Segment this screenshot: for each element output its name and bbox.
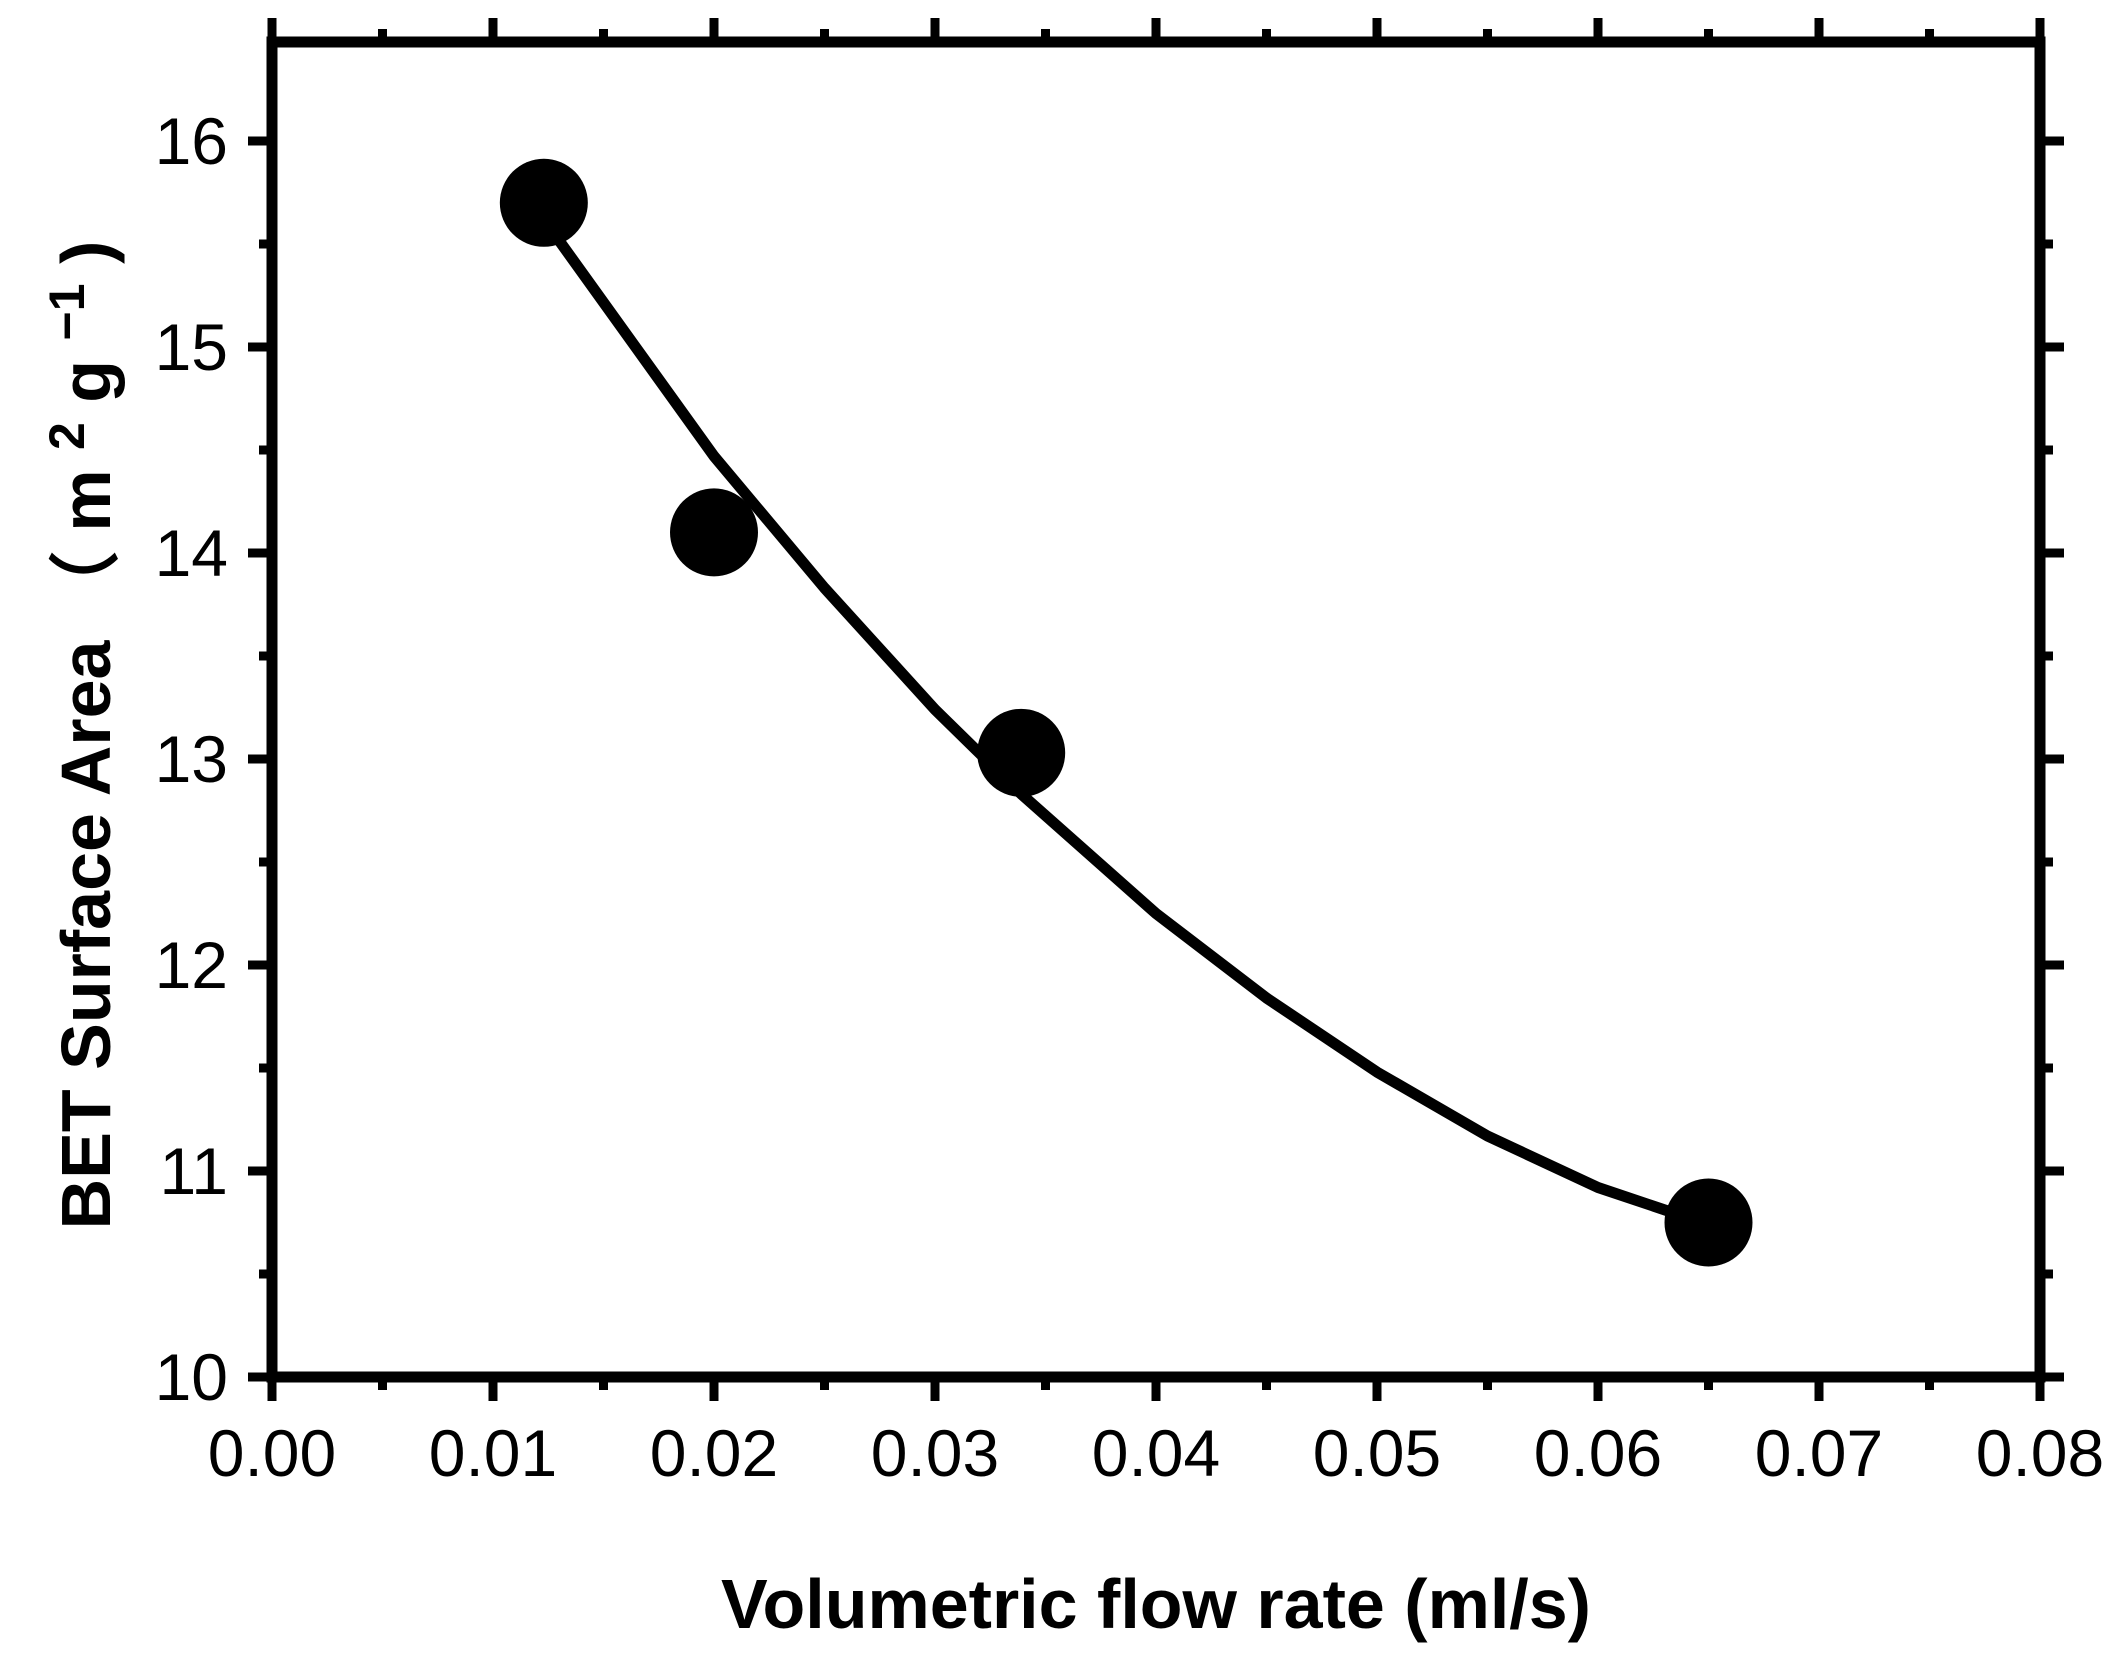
y-axis-title-main: BET Surface Area — [47, 639, 125, 1229]
x-tick-label: 0.04 — [1092, 1416, 1220, 1490]
data-point — [977, 708, 1066, 797]
data-points — [499, 158, 1753, 1267]
y-axis-title-unit-m: m — [47, 469, 125, 531]
y-axis-title: BET Surface Area （ m 2 g −1 ) — [21, 241, 125, 1230]
x-tick-label: 0.01 — [429, 1416, 557, 1490]
plot-frame — [266, 36, 2046, 1383]
y-axis-title-close-paren: ) — [47, 241, 125, 264]
y-tick-label: 15 — [155, 310, 228, 384]
y-axis-title-sup-2: 2 — [39, 422, 95, 450]
data-point — [499, 158, 588, 247]
data-point — [670, 488, 758, 577]
x-axis-title: Volumetric flow rate (ml/s) — [721, 1565, 1591, 1643]
x-tick-label: 0.02 — [650, 1416, 778, 1490]
y-axis-tick-labels: 10 11 12 13 14 15 16 — [155, 104, 228, 1414]
x-tick-label: 0.00 — [208, 1416, 336, 1490]
y-axis-title-open-paren: （ — [47, 551, 125, 621]
y-tick-label: 13 — [155, 722, 228, 796]
y-axis-ticks — [248, 136, 2064, 1382]
x-tick-label: 0.06 — [1534, 1416, 1662, 1490]
data-point — [1664, 1178, 1753, 1267]
x-tick-label: 0.03 — [871, 1416, 999, 1490]
y-tick-label: 14 — [155, 516, 228, 590]
fit-curve — [538, 213, 1714, 1231]
x-tick-label: 0.08 — [1976, 1416, 2104, 1490]
x-axis-tick-labels: 0.00 0.01 0.02 0.03 0.04 0.05 0.06 0.07 0.08 — [208, 1416, 2104, 1490]
y-tick-label: 10 — [155, 1340, 228, 1414]
y-axis-title-sup-neg1: −1 — [39, 283, 95, 340]
x-tick-label: 0.05 — [1313, 1416, 1441, 1490]
y-axis-title-unit-g: g — [47, 360, 125, 403]
x-tick-label: 0.07 — [1755, 1416, 1883, 1490]
y-tick-label: 12 — [155, 928, 228, 1002]
y-tick-label: 11 — [159, 1134, 228, 1208]
y-tick-label: 16 — [155, 104, 228, 178]
